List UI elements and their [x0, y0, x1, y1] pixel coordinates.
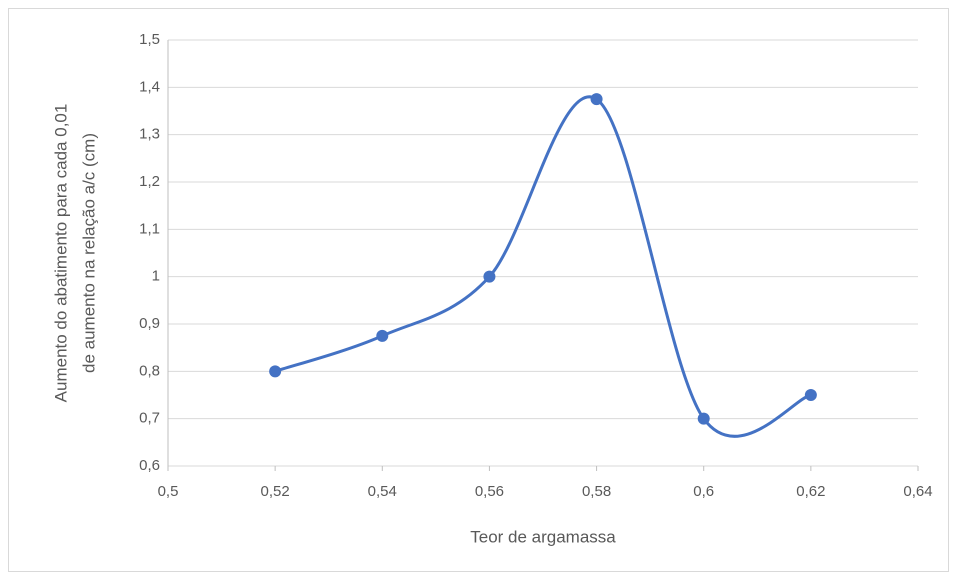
y-tick-label: 1,1	[139, 220, 160, 237]
data-point	[269, 365, 282, 378]
y-axis-title: de aumento na relação a/c (cm)	[79, 133, 98, 373]
x-tick-label: 0,6	[693, 483, 714, 500]
x-tick-label: 0,5	[158, 483, 179, 500]
y-tick-label: 1	[152, 268, 160, 285]
x-axis-title: Teor de argamassa	[470, 527, 616, 546]
x-tick-label: 0,52	[261, 483, 290, 500]
chart-border	[8, 8, 949, 572]
y-axis-title: Aumento do abatimento para cada 0,01	[51, 104, 70, 403]
y-tick-label: 1,3	[139, 126, 160, 143]
y-tick-label: 0,6	[139, 457, 160, 474]
x-tick-label: 0,54	[368, 483, 397, 500]
x-tick-label: 0,58	[582, 483, 611, 500]
data-point	[483, 270, 496, 283]
y-tick-label: 0,8	[139, 362, 160, 379]
data-point	[804, 389, 817, 401]
y-tick-label: 0,9	[139, 315, 160, 332]
y-tick-label: 1,5	[139, 31, 160, 48]
x-tick-label: 0,56	[475, 483, 504, 500]
data-point	[590, 93, 603, 106]
x-tick-label: 0,64	[903, 483, 932, 500]
x-tick-label: 0,62	[796, 483, 825, 500]
y-tick-label: 1,4	[139, 78, 160, 95]
y-tick-label: 1,2	[139, 173, 160, 190]
data-point	[697, 412, 710, 425]
y-tick-label: 0,7	[139, 410, 160, 427]
data-point	[376, 329, 389, 342]
